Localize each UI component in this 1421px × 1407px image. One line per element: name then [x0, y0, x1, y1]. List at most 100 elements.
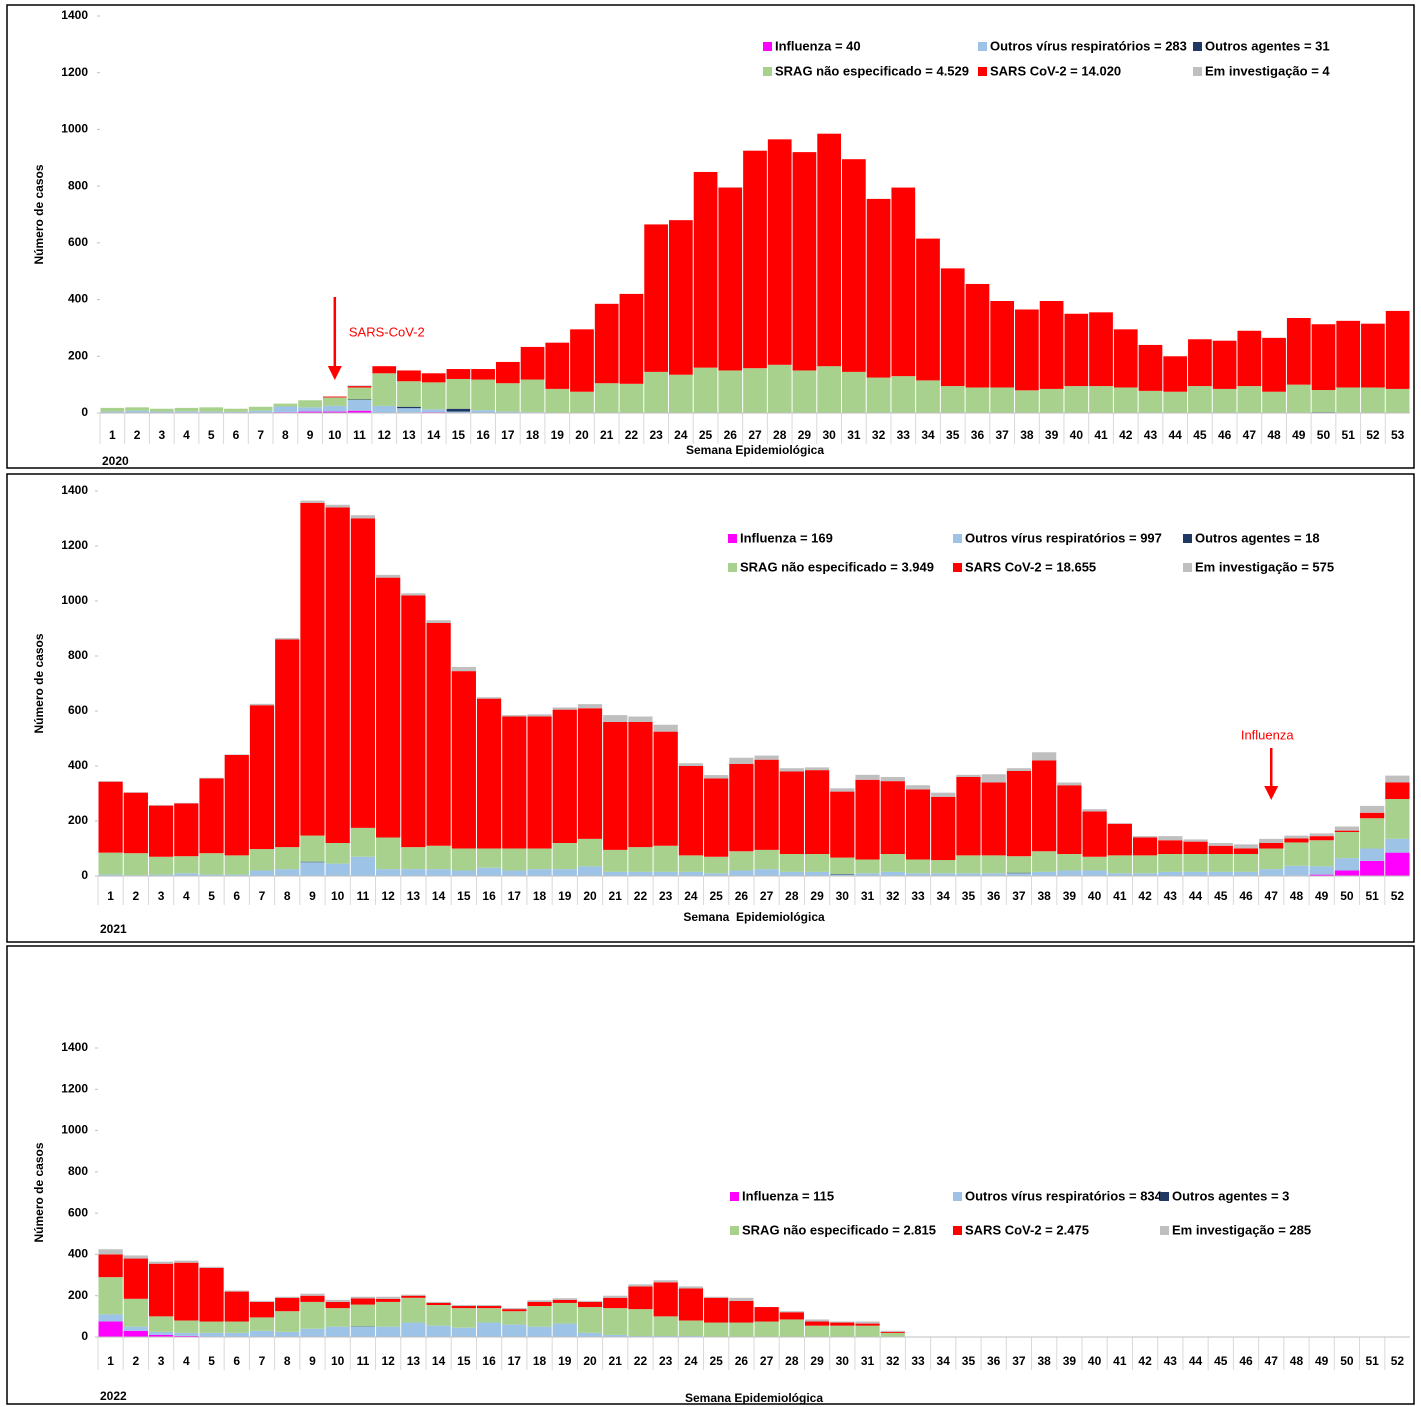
- bar-segment: [1163, 356, 1188, 392]
- y-tick-label: 0: [81, 1329, 88, 1343]
- bar-segment: [603, 1308, 628, 1335]
- bar-segment: [248, 410, 273, 413]
- legend-swatch: [763, 67, 772, 76]
- bar-segment: [653, 1316, 678, 1336]
- bar-segment: [653, 871, 678, 876]
- bar-segment: [476, 1322, 502, 1337]
- x-tick-label: 38: [1037, 1354, 1051, 1368]
- bar-segment: [350, 1298, 376, 1305]
- x-tick-label: 24: [674, 428, 688, 442]
- bar-segment: [249, 1301, 275, 1318]
- bar-segment: [275, 1297, 300, 1312]
- bar-segment: [199, 411, 224, 413]
- x-tick-label: 32: [872, 428, 886, 442]
- legend-swatch: [763, 42, 772, 51]
- x-axis-label: Semana Epidemiológica: [685, 1391, 823, 1405]
- bar-segment: [880, 871, 905, 876]
- legend-swatch: [1160, 1226, 1169, 1235]
- x-tick-label: 19: [551, 428, 565, 442]
- bar-segment: [347, 387, 372, 400]
- x-tick-label: 7: [259, 889, 266, 903]
- bar-segment: [347, 385, 372, 387]
- bar-segment: [577, 704, 603, 709]
- bar-segment: [148, 1263, 174, 1317]
- bar-segment: [552, 1323, 577, 1337]
- bar-segment: [495, 411, 520, 413]
- bar-segment: [965, 387, 990, 413]
- bar-segment: [325, 1301, 350, 1309]
- x-tick-label: 48: [1267, 428, 1281, 442]
- x-tick-label: 11: [353, 428, 366, 442]
- bar-segment: [347, 410, 372, 413]
- bar-segment: [545, 388, 570, 413]
- bar-segment: [1089, 312, 1113, 387]
- bar-segment: [495, 361, 520, 384]
- bar-segment: [300, 502, 325, 836]
- bar-segment: [956, 873, 981, 876]
- x-tick-label: 17: [508, 889, 522, 903]
- x-tick-label: 31: [847, 428, 861, 442]
- legend-swatch: [1193, 42, 1202, 51]
- bar-segment: [1259, 848, 1284, 870]
- y-axis-label: Número de casos: [32, 633, 46, 733]
- x-tick-label: 13: [402, 428, 416, 442]
- x-tick-label: 49: [1315, 1354, 1329, 1368]
- bar-segment: [174, 1262, 199, 1321]
- x-tick-label: 46: [1239, 1354, 1253, 1368]
- bar-segment: [817, 366, 842, 413]
- bar-segment: [1286, 318, 1311, 385]
- bar-segment: [476, 1305, 502, 1307]
- bar-segment: [931, 796, 956, 861]
- bar-segment: [570, 391, 594, 413]
- bar-segment: [1284, 842, 1309, 866]
- bar-segment: [767, 139, 792, 365]
- x-tick-label: 33: [897, 428, 911, 442]
- bar-segment: [249, 870, 275, 876]
- legend-swatch: [728, 534, 737, 543]
- bar-segment: [1361, 387, 1385, 413]
- bar-segment: [678, 855, 704, 872]
- x-tick-label: 33: [911, 889, 925, 903]
- x-tick-label: 2: [133, 1354, 140, 1368]
- bar-segment: [397, 408, 421, 413]
- x-tick-label: 29: [798, 428, 812, 442]
- bar-segment: [704, 775, 729, 779]
- x-tick-label: 27: [748, 428, 762, 442]
- legend-swatch: [953, 1192, 962, 1201]
- bar-segment: [880, 1332, 905, 1337]
- bar-segment: [98, 852, 123, 875]
- x-tick-label: 20: [575, 428, 589, 442]
- bar-segment: [325, 863, 350, 876]
- x-tick-label: 21: [609, 889, 623, 903]
- x-tick-label: 26: [735, 1354, 749, 1368]
- legend-label: SRAG não especificado = 3.949: [740, 559, 934, 574]
- x-tick-label: 23: [659, 889, 673, 903]
- x-tick-label: 18: [533, 889, 547, 903]
- x-tick-label: 4: [183, 428, 190, 442]
- x-tick-label: 16: [476, 428, 490, 442]
- bar-segment: [1138, 344, 1163, 391]
- bar-segment: [347, 399, 372, 411]
- bar-segment: [298, 400, 322, 408]
- bar-segment: [754, 759, 779, 850]
- bar-segment: [502, 1308, 527, 1310]
- bar-segment: [779, 854, 804, 872]
- bar-segment: [451, 870, 476, 876]
- bar-segment: [1158, 836, 1183, 841]
- y-axis-label: Número de casos: [32, 164, 46, 264]
- bar-segment: [1039, 300, 1064, 389]
- bar-segment: [300, 835, 325, 862]
- x-tick-label: 47: [1265, 889, 1279, 903]
- x-tick-label: 24: [684, 1354, 698, 1368]
- x-tick-label: 30: [836, 1354, 850, 1368]
- bar-segment: [224, 1321, 249, 1333]
- x-tick-label: 15: [457, 889, 471, 903]
- bar-segment: [123, 1326, 148, 1331]
- bar-segment: [148, 805, 174, 806]
- bar-segment: [1262, 337, 1286, 392]
- bar-segment: [729, 1297, 754, 1301]
- bar-segment: [397, 406, 421, 409]
- bar-segment: [1107, 855, 1132, 874]
- x-tick-label: 3: [158, 1354, 165, 1368]
- bar-segment: [1262, 391, 1286, 413]
